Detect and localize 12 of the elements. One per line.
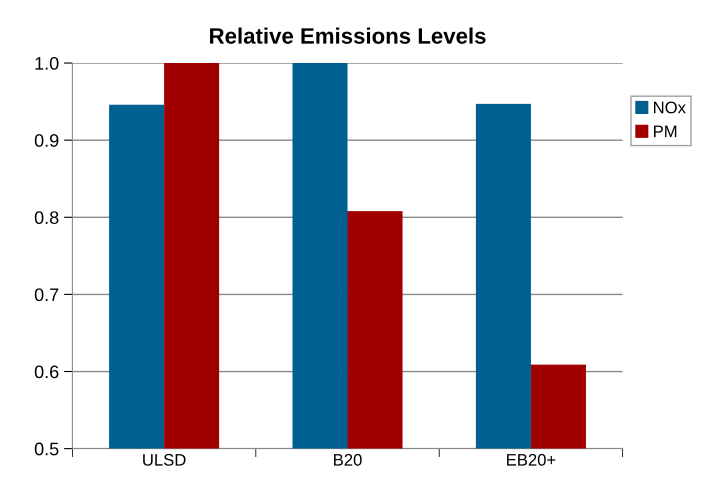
y-tick-label: 0.7 (34, 288, 58, 302)
legend-label: PM (654, 126, 676, 138)
y-tick-label: 0.8 (34, 211, 58, 224)
y-tick-label: 0.6 (34, 365, 58, 378)
legend-label: NOx (654, 102, 686, 114)
x-tick-label: EB20+ (507, 454, 556, 466)
x-tick-label: B20 (334, 454, 362, 466)
y-tick-label: 0.5 (34, 442, 58, 456)
chart-title: Relative Emissions Levels (210, 28, 486, 44)
y-tick-label: 0.9 (34, 134, 58, 147)
y-tick-label: 1.0 (35, 56, 58, 70)
x-tick-label: ULSD (143, 454, 186, 466)
